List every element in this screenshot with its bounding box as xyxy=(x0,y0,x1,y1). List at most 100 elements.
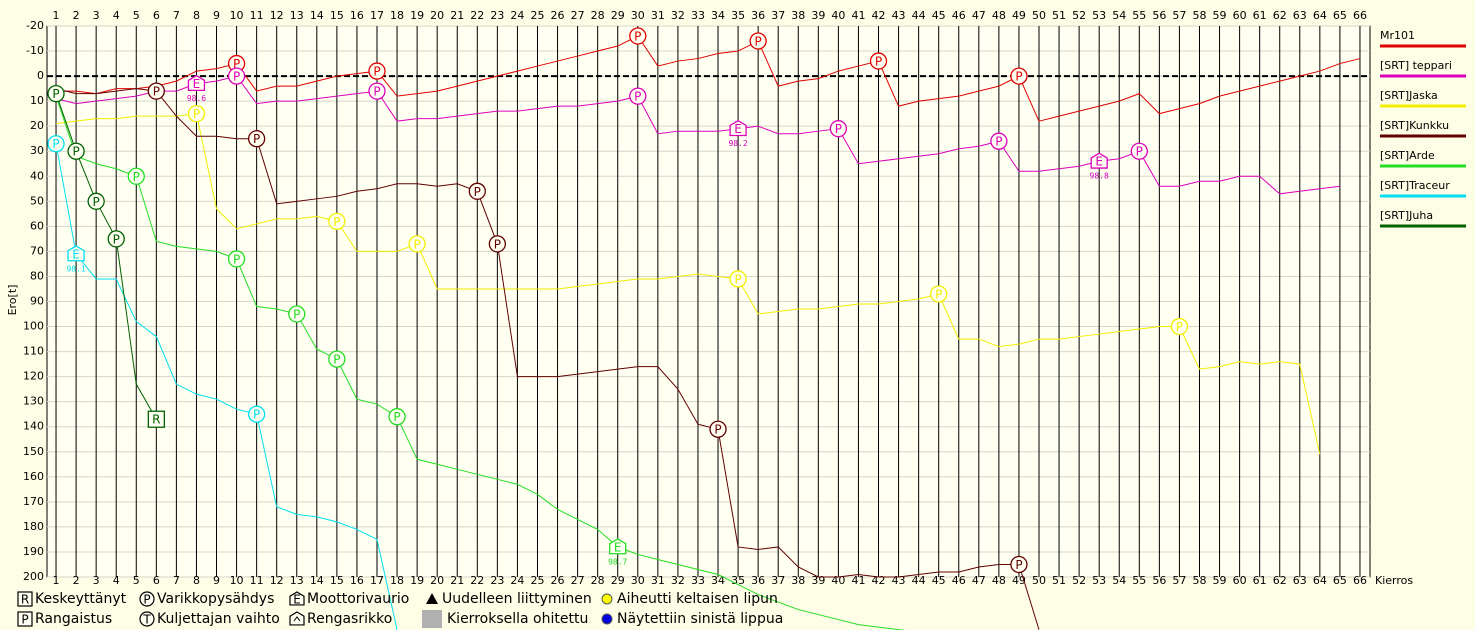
key-label: Näytettiin sinistä lippua xyxy=(617,611,783,627)
x-tick-label-top: 23 xyxy=(490,9,504,22)
key-icon xyxy=(139,611,155,627)
marker-symbol: P xyxy=(634,30,641,44)
marker-symbol: P xyxy=(494,237,501,251)
x-tick-label-top: 37 xyxy=(771,9,785,22)
x-tick-label-top: 16 xyxy=(350,9,364,22)
x-tick-label: 56 xyxy=(1152,574,1166,587)
x-tick-label-top: 17 xyxy=(370,9,384,22)
key-label: Moottorivaurio xyxy=(307,591,409,607)
x-tick-label-top: 18 xyxy=(390,9,404,22)
x-tick-label-top: 54 xyxy=(1112,9,1126,22)
marker-symbol: E xyxy=(193,77,201,91)
x-tick-label: 62 xyxy=(1273,574,1287,587)
x-tick-label-top: 40 xyxy=(831,9,845,22)
marker-label: 98.1 xyxy=(66,264,85,273)
x-tick-label: 65 xyxy=(1333,574,1347,587)
x-tick-label-top: 41 xyxy=(851,9,865,22)
y-tick-label: -10 xyxy=(26,44,44,57)
x-tick-label-top: 8 xyxy=(193,9,200,22)
pit-marker xyxy=(227,250,246,268)
x-tick-label-top: 60 xyxy=(1233,9,1247,22)
x-tick-label: 16 xyxy=(350,574,364,587)
key-icon xyxy=(17,611,33,627)
x-tick-label-top: 64 xyxy=(1313,9,1327,22)
x-tick-label: 28 xyxy=(591,574,605,587)
key-label: Kuljettajan vaihto xyxy=(157,611,280,627)
x-tick-label: 30 xyxy=(631,574,645,587)
key-icon xyxy=(426,593,438,604)
x-tick-label-top: 55 xyxy=(1132,9,1146,22)
x-tick-label-top: 45 xyxy=(932,9,946,22)
x-tick-label-top: 65 xyxy=(1333,9,1347,22)
pit-marker xyxy=(408,235,426,253)
x-axis-label: Kierros xyxy=(1375,574,1413,587)
marker-symbol: P xyxy=(474,185,481,199)
y-tick-label: 120 xyxy=(23,370,44,383)
x-tick-label: 21 xyxy=(450,574,464,587)
x-tick-label: 4 xyxy=(113,574,120,587)
x-tick-label: 59 xyxy=(1213,574,1227,587)
legend-label: [SRT]Juha xyxy=(1380,209,1433,222)
x-tick-label-top: 15 xyxy=(330,9,344,22)
pit-marker xyxy=(87,192,105,210)
series-line xyxy=(55,143,398,630)
marker-symbol: P xyxy=(373,85,380,99)
x-tick-label: 1 xyxy=(53,574,60,587)
key-icon xyxy=(422,610,442,628)
key-symbol: P xyxy=(21,613,28,627)
x-tick-label: 57 xyxy=(1172,574,1186,587)
x-tick-label: 51 xyxy=(1052,574,1066,587)
x-tick-label-top: 29 xyxy=(611,9,625,22)
marker-symbol: P xyxy=(93,195,100,209)
x-tick-label: 23 xyxy=(490,574,504,587)
y-tick-label: 150 xyxy=(23,445,44,458)
pit-marker xyxy=(247,405,266,423)
marker-symbol: P xyxy=(253,132,260,146)
x-tick-label: 13 xyxy=(290,574,304,587)
key-label: Uudelleen liittyminen xyxy=(442,591,592,607)
legend-label: [SRT]Kunkku xyxy=(1380,119,1449,132)
x-tick-label: 64 xyxy=(1313,574,1327,587)
marker-symbol: P xyxy=(835,122,842,136)
x-tick-label-top: 2 xyxy=(73,9,80,22)
x-tick-label: 32 xyxy=(671,574,685,587)
series-line xyxy=(56,35,1361,122)
x-tick-label-top: 14 xyxy=(310,9,324,22)
y-tick-label: 180 xyxy=(23,520,44,533)
pit-marker xyxy=(930,285,948,303)
x-tick-label: 24 xyxy=(510,574,524,587)
key-icon xyxy=(601,613,613,625)
pit-marker xyxy=(47,84,65,103)
marker-symbol: P xyxy=(995,135,1002,149)
x-tick-label-top: 57 xyxy=(1172,9,1186,22)
marker-symbol: P xyxy=(935,287,942,301)
key-icon xyxy=(17,591,33,607)
y-tick-label: 30 xyxy=(30,144,44,157)
marker-symbol: E xyxy=(614,540,622,554)
marker-symbol: P xyxy=(52,137,59,151)
marker-symbol: P xyxy=(133,170,140,184)
x-tick-label-top: 50 xyxy=(1032,9,1046,22)
x-tick-label: 22 xyxy=(470,574,484,587)
key-symbol: R xyxy=(21,593,29,607)
key-label: Varikkopysähdys xyxy=(157,591,274,607)
x-tick-label: 12 xyxy=(270,574,284,587)
x-tick-label: 58 xyxy=(1192,574,1206,587)
marker-symbol: P xyxy=(1136,145,1143,159)
y-tick-label: 110 xyxy=(23,345,44,358)
x-tick-label-top: 13 xyxy=(290,9,304,22)
marker-symbol: R xyxy=(152,413,160,427)
x-tick-label: 66 xyxy=(1353,574,1367,587)
x-tick-label-top: 56 xyxy=(1152,9,1166,22)
key-label: Rangaistus xyxy=(35,611,112,627)
marker-symbol: P xyxy=(1176,320,1183,334)
engine-failure-marker xyxy=(1090,152,1108,169)
x-tick-label-top: 7 xyxy=(173,9,180,22)
key-label: Kierroksella ohitettu xyxy=(447,611,588,627)
x-tick-label-top: 53 xyxy=(1092,9,1106,22)
pit-marker xyxy=(488,235,507,253)
y-tick-label: 170 xyxy=(23,495,44,508)
x-tick-label: 26 xyxy=(551,574,565,587)
marker-symbol: P xyxy=(333,215,340,229)
marker-label: 98.8 xyxy=(1090,172,1109,181)
